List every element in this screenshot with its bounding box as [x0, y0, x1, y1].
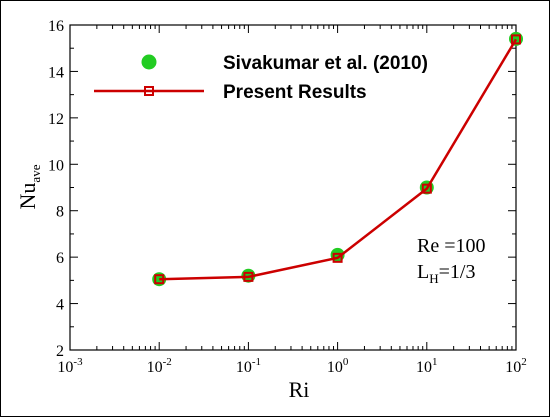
- legend-label-1: Present Results: [223, 82, 367, 103]
- y-tick-label: 4: [56, 297, 64, 314]
- x-tick-label-base: 10: [327, 359, 343, 376]
- x-tick-label-base: 10: [416, 359, 432, 376]
- y-tick-label: 2: [56, 343, 64, 360]
- data-point-square: [511, 34, 521, 45]
- x-axis-label: Ri: [289, 377, 310, 402]
- data-point-square: [154, 274, 165, 285]
- x-tick-label-exp: 2: [521, 356, 527, 368]
- series-layer: [152, 31, 523, 287]
- series-line: [159, 38, 518, 281]
- annotation-reynolds: Re =100: [417, 235, 486, 257]
- data-point-square: [421, 183, 432, 194]
- x-tick-label-base: 10: [236, 359, 252, 376]
- x-tick-label-base: 10: [505, 359, 521, 376]
- x-tick-label-exp: -2: [163, 356, 172, 368]
- y-axis-label: Nuave: [15, 164, 43, 209]
- x-tick-label-base: 10: [57, 359, 73, 376]
- data-point-square: [243, 271, 254, 282]
- annotation-aspect-main: L: [417, 261, 429, 283]
- y-axis-ticks: 2 4 6 8 10 12 14 16: [48, 18, 516, 360]
- y-tick-label: 6: [56, 250, 64, 267]
- legend-marker-square: [144, 86, 154, 96]
- x-tick-label-exp: 0: [343, 356, 349, 368]
- x-axis-ticks: 10-3 10-2 10-1 100 101 102: [57, 25, 527, 376]
- x-tick-label-base: 10: [147, 359, 163, 376]
- annotation-aspect-ratio: LH=1/3: [417, 261, 475, 286]
- x-tick-label-exp: 1: [432, 356, 438, 368]
- legend-marker-circle: [141, 54, 157, 70]
- y-axis-label-sub: ave: [28, 164, 43, 182]
- x-tick-label-exp: -3: [73, 356, 83, 368]
- y-tick-label: 10: [48, 157, 64, 174]
- annotation-aspect-sub: H: [429, 271, 438, 286]
- legend: Sivakumar et al. (2010) Present Results: [94, 53, 428, 103]
- x-tick-label: 101: [416, 356, 438, 376]
- x-tick-label: 10-3: [57, 356, 83, 376]
- data-point-square: [332, 252, 343, 263]
- annotation-aspect-rest: =1/3: [439, 261, 476, 283]
- y-tick-label: 12: [48, 111, 64, 128]
- x-tick-label: 100: [327, 356, 349, 376]
- y-tick-label: 14: [48, 64, 64, 81]
- x-tick-label: 10-1: [236, 356, 261, 376]
- y-tick-label: 16: [48, 18, 64, 35]
- x-tick-label-exp: -1: [252, 356, 261, 368]
- legend-label-0: Sivakumar et al. (2010): [223, 53, 428, 74]
- y-axis-label-main: Nu: [15, 183, 40, 210]
- x-tick-label: 10-2: [147, 356, 172, 376]
- x-tick-label: 102: [505, 356, 527, 376]
- y-tick-label: 8: [56, 204, 64, 221]
